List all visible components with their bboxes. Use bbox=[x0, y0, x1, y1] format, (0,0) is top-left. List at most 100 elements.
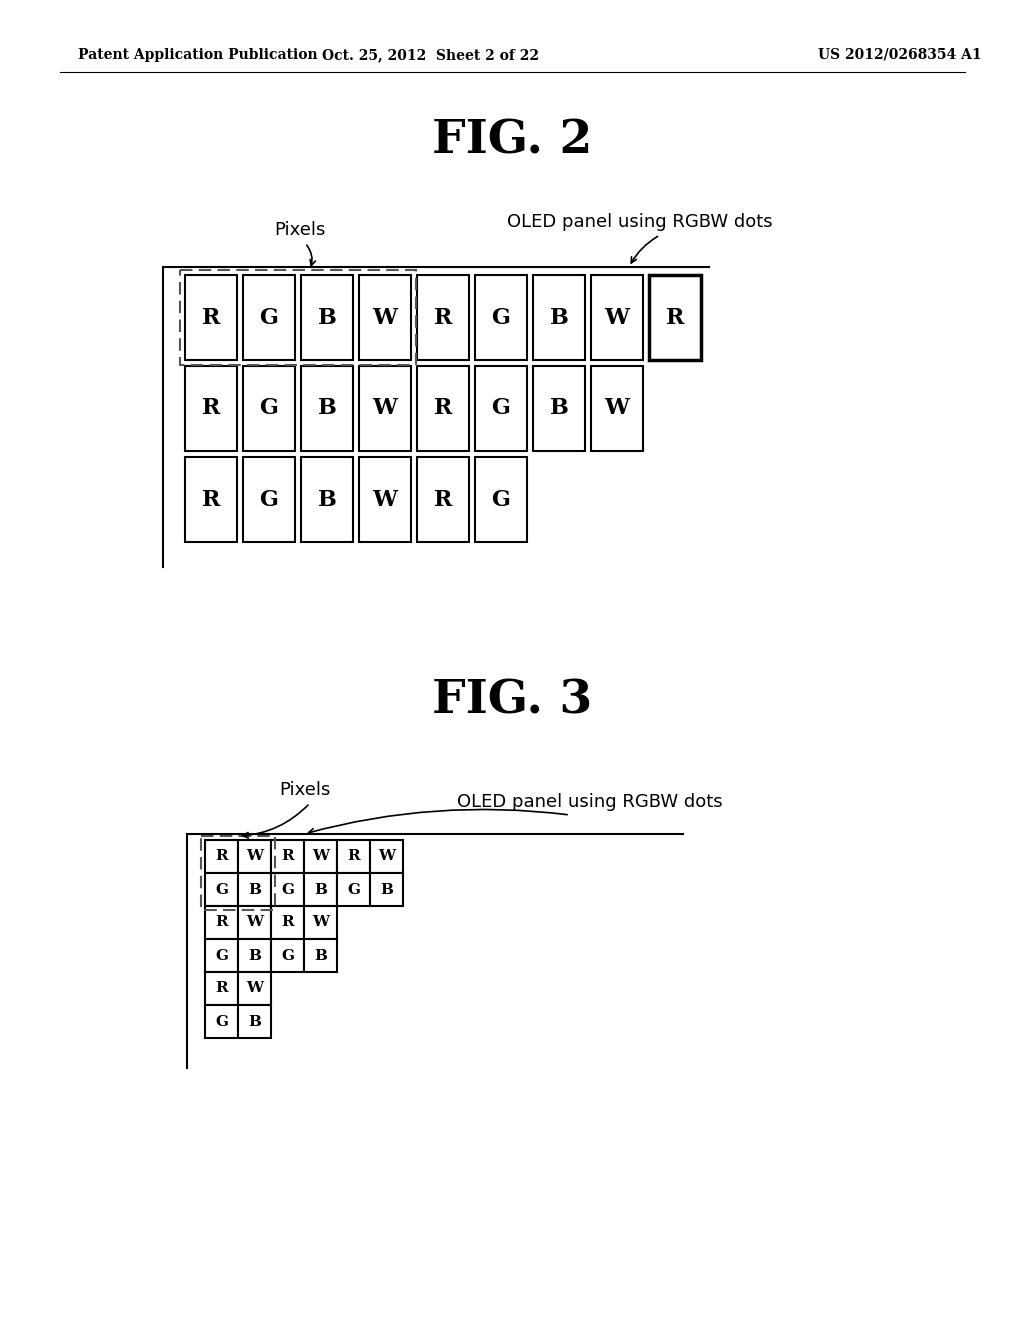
Bar bbox=[359, 366, 411, 451]
Bar bbox=[475, 366, 527, 451]
Text: FIG. 2: FIG. 2 bbox=[432, 117, 592, 162]
Bar bbox=[370, 840, 403, 873]
Bar bbox=[534, 366, 585, 451]
Text: B: B bbox=[314, 883, 327, 896]
Text: R: R bbox=[202, 488, 220, 511]
Bar bbox=[238, 906, 271, 939]
Bar bbox=[243, 275, 295, 360]
Text: G: G bbox=[259, 306, 279, 329]
Bar bbox=[534, 275, 585, 360]
Bar bbox=[337, 873, 370, 906]
Text: W: W bbox=[312, 850, 329, 863]
Text: R: R bbox=[434, 488, 453, 511]
Text: B: B bbox=[248, 1015, 261, 1028]
Text: B: B bbox=[248, 949, 261, 962]
Text: W: W bbox=[246, 916, 263, 929]
Text: B: B bbox=[380, 883, 393, 896]
Text: B: B bbox=[317, 397, 337, 420]
Text: G: G bbox=[259, 488, 279, 511]
Text: R: R bbox=[434, 397, 453, 420]
Bar bbox=[185, 366, 237, 451]
Bar bbox=[180, 271, 416, 366]
Text: R: R bbox=[202, 306, 220, 329]
Text: R: R bbox=[347, 850, 359, 863]
Text: G: G bbox=[347, 883, 360, 896]
Text: W: W bbox=[378, 850, 395, 863]
Bar bbox=[301, 275, 353, 360]
Bar bbox=[591, 275, 643, 360]
Text: Oct. 25, 2012  Sheet 2 of 22: Oct. 25, 2012 Sheet 2 of 22 bbox=[322, 48, 539, 62]
Text: G: G bbox=[215, 883, 228, 896]
Bar bbox=[370, 873, 403, 906]
Bar bbox=[205, 1005, 238, 1038]
Bar bbox=[417, 366, 469, 451]
Text: G: G bbox=[281, 883, 294, 896]
Text: B: B bbox=[317, 306, 337, 329]
Text: W: W bbox=[246, 982, 263, 995]
Bar bbox=[205, 873, 238, 906]
Bar bbox=[301, 457, 353, 543]
Bar bbox=[243, 457, 295, 543]
Bar bbox=[271, 873, 304, 906]
Text: US 2012/0268354 A1: US 2012/0268354 A1 bbox=[818, 48, 982, 62]
Text: B: B bbox=[550, 306, 568, 329]
Bar bbox=[238, 840, 271, 873]
Text: W: W bbox=[373, 397, 397, 420]
Bar bbox=[201, 836, 275, 909]
Text: B: B bbox=[550, 397, 568, 420]
Bar bbox=[271, 840, 304, 873]
Text: G: G bbox=[492, 488, 510, 511]
Text: B: B bbox=[314, 949, 327, 962]
Text: Patent Application Publication: Patent Application Publication bbox=[78, 48, 317, 62]
Bar bbox=[243, 366, 295, 451]
Bar bbox=[185, 457, 237, 543]
Bar bbox=[591, 366, 643, 451]
Text: OLED panel using RGBW dots: OLED panel using RGBW dots bbox=[507, 213, 773, 231]
Bar bbox=[271, 939, 304, 972]
Text: FIG. 3: FIG. 3 bbox=[432, 677, 592, 723]
Bar bbox=[304, 873, 337, 906]
Bar bbox=[238, 939, 271, 972]
Text: W: W bbox=[246, 850, 263, 863]
Text: W: W bbox=[604, 306, 630, 329]
Text: R: R bbox=[282, 850, 294, 863]
Bar bbox=[649, 275, 701, 360]
Bar bbox=[304, 840, 337, 873]
Bar bbox=[238, 972, 271, 1005]
Text: W: W bbox=[604, 397, 630, 420]
Text: R: R bbox=[215, 916, 227, 929]
Text: Pixels: Pixels bbox=[280, 781, 331, 799]
Bar bbox=[185, 275, 237, 360]
Text: W: W bbox=[373, 488, 397, 511]
Text: R: R bbox=[282, 916, 294, 929]
Bar bbox=[304, 906, 337, 939]
Bar bbox=[238, 873, 271, 906]
Bar bbox=[359, 457, 411, 543]
Bar bbox=[304, 939, 337, 972]
Text: R: R bbox=[202, 397, 220, 420]
Text: G: G bbox=[492, 306, 510, 329]
Text: G: G bbox=[259, 397, 279, 420]
Bar bbox=[205, 840, 238, 873]
Bar bbox=[417, 275, 469, 360]
Text: W: W bbox=[312, 916, 329, 929]
Bar bbox=[205, 906, 238, 939]
Text: B: B bbox=[317, 488, 337, 511]
Bar bbox=[205, 939, 238, 972]
Text: W: W bbox=[373, 306, 397, 329]
Text: Pixels: Pixels bbox=[274, 220, 326, 239]
Text: G: G bbox=[281, 949, 294, 962]
Text: R: R bbox=[434, 306, 453, 329]
Bar bbox=[238, 1005, 271, 1038]
Bar bbox=[475, 457, 527, 543]
Bar bbox=[337, 840, 370, 873]
Bar bbox=[359, 275, 411, 360]
Bar bbox=[475, 275, 527, 360]
Text: R: R bbox=[666, 306, 684, 329]
Bar bbox=[271, 906, 304, 939]
Text: OLED panel using RGBW dots: OLED panel using RGBW dots bbox=[457, 793, 723, 810]
Text: B: B bbox=[248, 883, 261, 896]
Text: G: G bbox=[215, 949, 228, 962]
Text: R: R bbox=[215, 982, 227, 995]
Text: R: R bbox=[215, 850, 227, 863]
